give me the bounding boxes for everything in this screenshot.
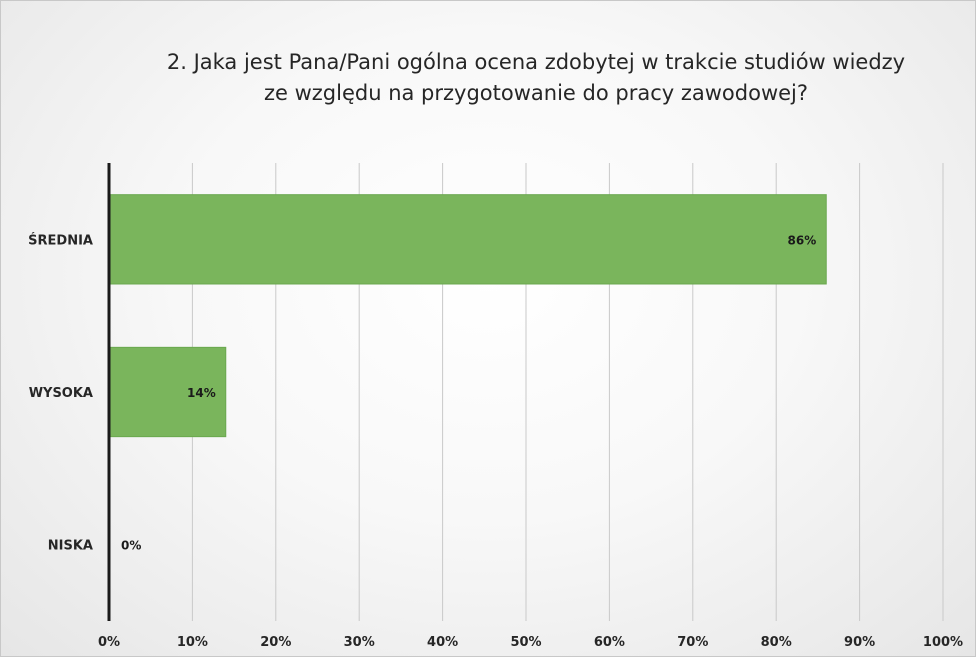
x-tick-label: 100% bbox=[923, 635, 963, 650]
bars bbox=[108, 194, 827, 438]
labels: 0% 10% 20% 30% 40% 50% 60% 70% 80% 90% 100% ŚREDNIA… bbox=[28, 232, 963, 650]
bar bbox=[108, 346, 227, 438]
x-tick-label: 90% bbox=[844, 635, 875, 650]
x-tick-label: 20% bbox=[260, 635, 291, 650]
x-tick-label: 50% bbox=[510, 635, 541, 650]
x-tick-label: 80% bbox=[761, 635, 792, 650]
x-tick-label: 40% bbox=[427, 635, 458, 650]
chart-title-line-1: 2. Jaka jest Pana/Pani ogólna ocena zdob… bbox=[167, 50, 905, 74]
x-tick-label: 70% bbox=[677, 635, 708, 650]
x-tick-label: 10% bbox=[177, 635, 208, 650]
data-label: 0% bbox=[121, 539, 141, 553]
category-label: WYSOKA bbox=[29, 386, 93, 401]
bar bbox=[108, 194, 827, 285]
x-tick-label: 0% bbox=[98, 635, 120, 650]
x-tick-label: 60% bbox=[594, 635, 625, 650]
x-tick-label: 30% bbox=[344, 635, 375, 650]
category-label: ŚREDNIA bbox=[28, 232, 93, 248]
chart-title-line-2: ze względu na przygotowanie do pracy zaw… bbox=[264, 81, 808, 105]
data-label: 86% bbox=[788, 233, 817, 247]
data-label: 14% bbox=[187, 386, 216, 400]
category-label: NISKA bbox=[48, 539, 93, 554]
